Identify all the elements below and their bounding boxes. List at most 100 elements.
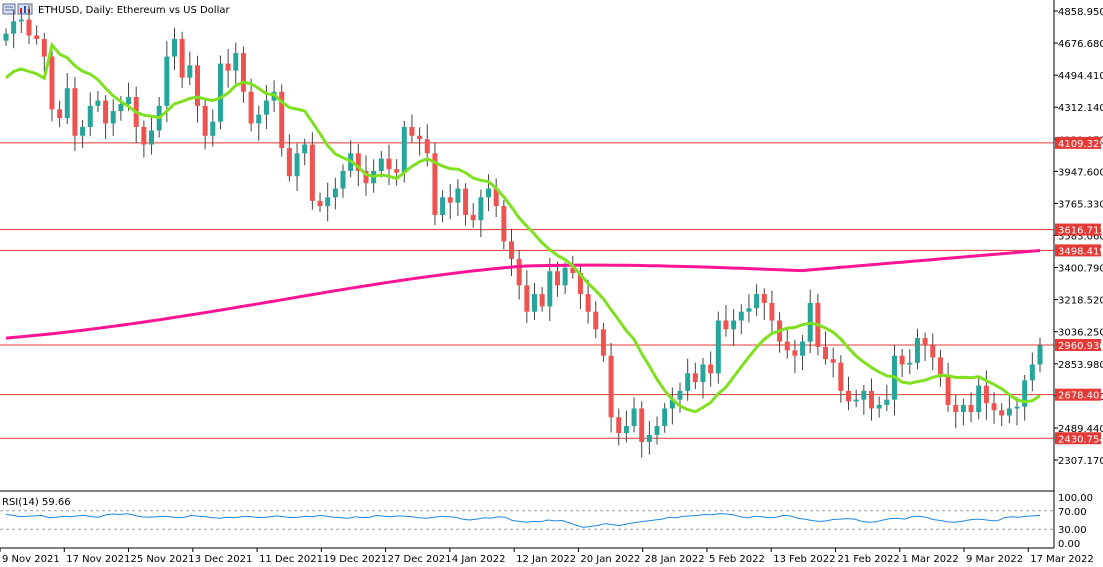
candle-body	[34, 35, 40, 39]
candle-body	[302, 144, 308, 154]
candle-body	[669, 399, 675, 409]
candle-body	[340, 170, 346, 189]
level-price-tag	[1055, 432, 1101, 445]
candle-body	[907, 362, 913, 365]
candle-body	[600, 329, 606, 356]
candle-body	[332, 188, 338, 198]
candle-body	[853, 399, 859, 402]
candle-body	[57, 109, 63, 119]
horizontal-levels	[0, 142, 1054, 439]
candle-body	[463, 188, 469, 215]
price-tick-label: 3765.330	[1058, 199, 1103, 210]
chart-title: ETHUSD, Daily: Ethereum vs US Dollar	[38, 5, 230, 16]
candle-body	[761, 294, 767, 303]
price-tick-label: 3400.790	[1058, 264, 1103, 275]
level-price-tag	[1055, 388, 1101, 401]
candle-body	[118, 104, 124, 112]
price-tick-label: 2489.440	[1058, 424, 1103, 435]
candle-body	[685, 373, 691, 391]
candle-body	[639, 408, 645, 442]
candle-body	[516, 258, 522, 286]
price-tick-label: 4312.140	[1058, 103, 1103, 114]
candles	[3, 5, 1043, 458]
time-tick-label: 9 Nov 2021	[2, 554, 60, 565]
price-axis[interactable]: 4858.9504676.6804494.4104312.1404129.870…	[1053, 0, 1103, 548]
candle-body	[838, 362, 844, 391]
candle-body	[470, 214, 476, 221]
candle-body	[149, 130, 155, 145]
candle-body	[141, 126, 147, 145]
candle-body	[692, 373, 698, 383]
candle-body	[968, 404, 974, 412]
candle-body	[279, 91, 285, 149]
level-price-tag	[1055, 244, 1101, 257]
candle-body	[1014, 406, 1020, 409]
candle-body	[172, 38, 178, 57]
candle-body	[953, 404, 959, 412]
price-tick-label: 3583.060	[1058, 232, 1103, 243]
time-tick-label: 13 Feb 2022	[773, 554, 835, 565]
candle-body	[447, 197, 453, 203]
candle-body	[3, 33, 9, 41]
rsi-tick-label: 70.00	[1058, 507, 1087, 518]
candle-body	[248, 91, 254, 124]
window-icon[interactable]	[2, 3, 16, 15]
time-tick-label: 4 Jan 2022	[452, 554, 506, 565]
candle-body	[868, 390, 874, 409]
candle-body	[72, 88, 78, 136]
candle-body	[708, 364, 714, 374]
time-axis[interactable]: 9 Nov 2021 17 Nov 2021 25 Nov 2021 3 Dec 20…	[0, 548, 1094, 565]
rsi-tick-label: 30.00	[1058, 525, 1087, 536]
candle-body	[562, 267, 568, 286]
candle-body	[386, 158, 392, 170]
candle-body	[164, 56, 170, 106]
candle-body	[478, 197, 484, 221]
candle-body	[394, 169, 400, 173]
candle-body	[455, 188, 461, 203]
candle-body	[623, 426, 629, 434]
time-tick-label: 27 Dec 2021	[388, 554, 452, 565]
candle-body	[11, 21, 17, 34]
time-tick-label: 12 Jan 2022	[516, 554, 576, 565]
candle-body	[784, 341, 790, 351]
candle-body	[64, 88, 70, 119]
candle-body	[769, 302, 775, 321]
bar-chart-icon[interactable]	[17, 3, 33, 15]
time-tick-label: 25 Nov 2021	[131, 554, 195, 565]
level-price-tag	[1055, 338, 1101, 351]
candle-body	[363, 170, 369, 184]
candle-body	[225, 63, 231, 71]
price-tick-label: 2853.980	[1058, 360, 1103, 371]
candle-body	[378, 158, 384, 171]
rsi-line	[5, 513, 1041, 528]
candle-body	[991, 403, 997, 411]
candle-body	[830, 359, 836, 363]
candle-body	[585, 294, 591, 312]
candle-body	[294, 153, 300, 177]
candle-body	[486, 188, 492, 198]
time-tick-label: 17 Mar 2022	[1030, 554, 1093, 565]
candle-body	[646, 434, 652, 442]
time-tick-label: 19 Dec 2021	[323, 554, 387, 565]
candle-body	[49, 56, 55, 110]
candle-body	[922, 338, 928, 346]
candle-body	[256, 114, 262, 124]
candle-body	[547, 271, 553, 307]
level-price-label: 4109.329	[1058, 139, 1103, 150]
candle-body	[945, 376, 951, 405]
candle-body	[440, 197, 446, 215]
candle-body	[792, 350, 798, 356]
candle-body	[861, 390, 867, 400]
level-price-tag	[1055, 223, 1101, 236]
candle-body	[800, 341, 806, 356]
price-tick-label: 3036.250	[1058, 328, 1103, 339]
candle-body	[493, 188, 499, 207]
candle-body	[608, 355, 614, 418]
candle-body	[263, 100, 269, 115]
candle-body	[570, 267, 576, 273]
candle-body	[616, 417, 622, 434]
candle-body	[87, 105, 93, 127]
candle-body	[930, 345, 936, 358]
candle-body	[401, 126, 407, 173]
